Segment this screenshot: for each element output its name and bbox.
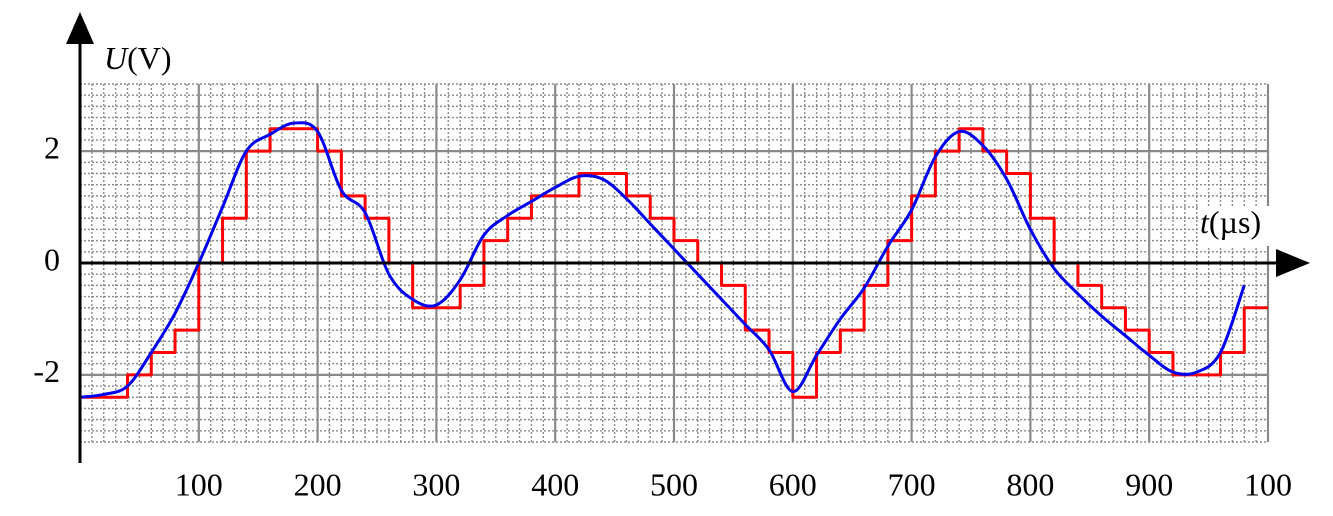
y-tick-label: 0 bbox=[44, 241, 60, 277]
y-tick-label: -2 bbox=[33, 353, 60, 389]
y-label-unit: (V) bbox=[127, 40, 171, 76]
y-axis-arrow bbox=[66, 12, 94, 44]
x-tick-label: 600 bbox=[769, 466, 817, 502]
x-axis-arrow bbox=[1276, 249, 1310, 277]
x-tick-label: 300 bbox=[412, 466, 460, 502]
x-tick-label: 800 bbox=[1006, 466, 1054, 502]
y-axis-label: U(V) bbox=[104, 40, 172, 76]
x-label-unit: (µs) bbox=[1209, 204, 1261, 240]
x-tick-label: 900 bbox=[1125, 466, 1173, 502]
x-label-bg bbox=[1198, 206, 1292, 246]
x-tick-label: 700 bbox=[888, 466, 936, 502]
x-tick-label: 500 bbox=[650, 466, 698, 502]
x-tick-label: 100 bbox=[175, 466, 223, 502]
x-tick-label: 100 bbox=[1244, 466, 1292, 502]
y-tick-label: 2 bbox=[44, 129, 60, 165]
x-axis-label: t(µs) bbox=[1200, 204, 1261, 240]
x-tick-label: 200 bbox=[294, 466, 342, 502]
x-tick-label: 400 bbox=[531, 466, 579, 502]
y-label-bg bbox=[100, 40, 192, 82]
y-label-symbol: U bbox=[104, 40, 129, 76]
series-line bbox=[79, 121, 1246, 399]
x-label-symbol: t bbox=[1200, 204, 1210, 240]
